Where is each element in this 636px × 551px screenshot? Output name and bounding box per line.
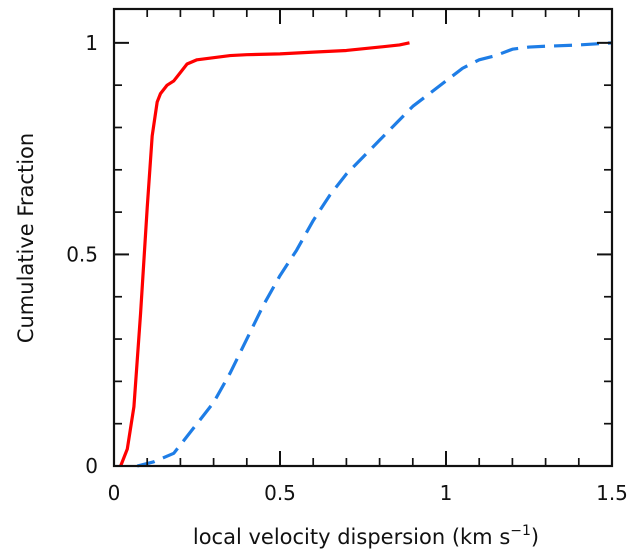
plot-frame <box>112 7 614 468</box>
x-tick-label: 0.5 <box>264 481 296 505</box>
x-axis-label: local velocity dispersion (km s−1) <box>193 523 539 549</box>
x-tick-label: 1.5 <box>596 481 628 505</box>
series-dashed-line <box>136 41 613 468</box>
x-tick-label: 0 <box>108 481 121 505</box>
y-tick-label: 0 <box>85 454 98 478</box>
y-tick-label: 1 <box>85 31 98 55</box>
x-tick-label: 1 <box>440 481 453 505</box>
axes-layer <box>112 7 614 468</box>
y-tick-label: 0.5 <box>66 242 98 266</box>
series-solid-line <box>119 41 410 467</box>
labels-layer: 0 0.5 1 1.5 0 0.5 1 local velocity dispersion (… <box>14 31 628 549</box>
plot-layer <box>119 41 613 468</box>
y-axis-label: Cumulative Fraction <box>14 133 38 343</box>
